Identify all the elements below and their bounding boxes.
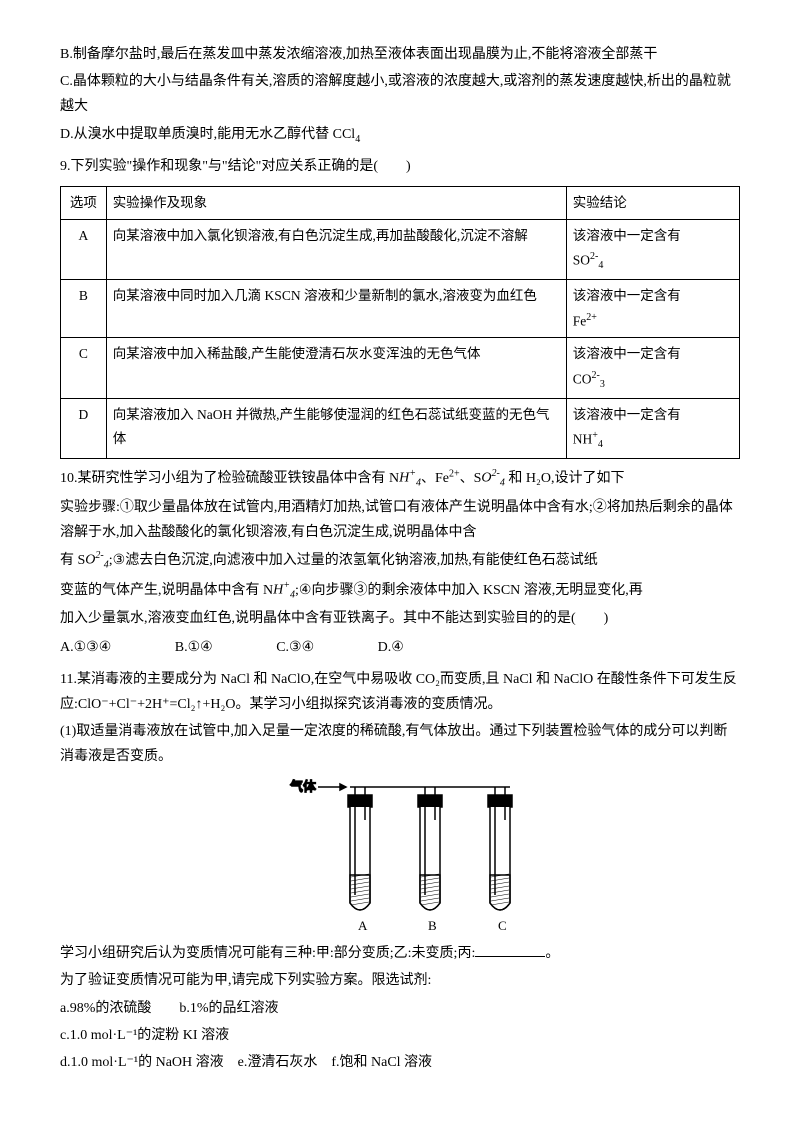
q11-line3: 学习小组研究后认为变质情况可能有三种:甲:部分变质;乙:未变质;丙:。 — [60, 941, 740, 966]
choice-c: C.③④ — [276, 635, 314, 660]
option-b: B.制备摩尔盐时,最后在蒸发皿中蒸发浓缩溶液,加热至液体表面出现晶膜为止,不能将… — [60, 42, 740, 67]
choice-d: D.④ — [378, 635, 404, 660]
svg-text:B: B — [428, 918, 437, 933]
svg-text:A: A — [358, 918, 368, 933]
table-row: D 向某溶液加入 NaOH 并微热,产生能够使湿润的红色石蕊试纸变蓝的无色气体 … — [61, 398, 740, 458]
q11-line1: 11.某消毒液的主要成分为 NaCl 和 NaClO,在空气中易吸收 CO₂而变… — [60, 667, 740, 717]
svg-text:C: C — [498, 918, 507, 933]
apparatus-diagram: 气体 A B C — [260, 775, 540, 935]
q9-stem: 9.下列实验"操作和现象"与"结论"对应关系正确的是( ) — [60, 154, 740, 179]
reagent-c: c.1.0 mol·L⁻¹的淀粉 KI 溶液 — [60, 1023, 740, 1048]
col-result: 实验结论 — [566, 186, 739, 219]
choice-a: A.①③④ — [60, 635, 111, 660]
q11-line4: 为了验证变质情况可能为甲,请完成下列实验方案。限选试剂: — [60, 968, 740, 993]
table-row: B 向某溶液中同时加入几滴 KSCN 溶液和少量新制的氯水,溶液变为血红色 该溶… — [61, 280, 740, 338]
reagent-a: a.98%的浓硫酸 b.1%的品红溶液 — [60, 996, 740, 1021]
blank-fill[interactable] — [475, 942, 545, 957]
table-row: A 向某溶液中加入氯化钡溶液,有白色沉淀生成,再加盐酸酸化,沉淀不溶解 该溶液中… — [61, 219, 740, 279]
q10-line3: 有 SO2-4;③滤去白色沉淀,向滤液中加入过量的浓氢氧化钠溶液,加热,有能使红… — [60, 547, 740, 574]
q9-table: 选项 实验操作及现象 实验结论 A 向某溶液中加入氯化钡溶液,有白色沉淀生成,再… — [60, 186, 740, 460]
q11-line2: (1)取适量消毒液放在试管中,加入足量一定浓度的稀硫酸,有气体放出。通过下列装置… — [60, 719, 740, 769]
table-row: C 向某溶液中加入稀盐酸,产生能使澄清石灰水变浑浊的无色气体 该溶液中一定含有 … — [61, 338, 740, 398]
col-operation: 实验操作及现象 — [106, 186, 566, 219]
svg-text:气体: 气体 — [290, 779, 316, 794]
option-d: D.从溴水中提取单质溴时,能用无水乙醇代替 CCl4 — [60, 122, 740, 149]
q10-line1: 10.某研究性学习小组为了检验硫酸亚铁铵晶体中含有 NH+4、Fe2+、SO2-… — [60, 465, 740, 492]
option-c: C.晶体颗粒的大小与结晶条件有关,溶质的溶解度越小,或溶液的浓度越大,或溶剂的蒸… — [60, 69, 740, 119]
q10-line4: 变蓝的气体产生,说明晶体中含有 NH+4;④向步骤③的剩余液体中加入 KSCN … — [60, 577, 740, 604]
col-option: 选项 — [61, 186, 107, 219]
table-header: 选项 实验操作及现象 实验结论 — [61, 186, 740, 219]
q10-choices: A.①③④ B.①④ C.③④ D.④ — [60, 635, 740, 660]
q10-line2: 实验步骤:①取少量晶体放在试管内,用酒精灯加热,试管口有液体产生说明晶体中含有水… — [60, 495, 740, 545]
q10-line5: 加入少量氯水,溶液变血红色,说明晶体中含有亚铁离子。其中不能达到实验目的的是( … — [60, 606, 740, 631]
reagent-d: d.1.0 mol·L⁻¹的 NaOH 溶液 e.澄清石灰水 f.饱和 NaCl… — [60, 1050, 740, 1075]
choice-b: B.①④ — [175, 635, 213, 660]
